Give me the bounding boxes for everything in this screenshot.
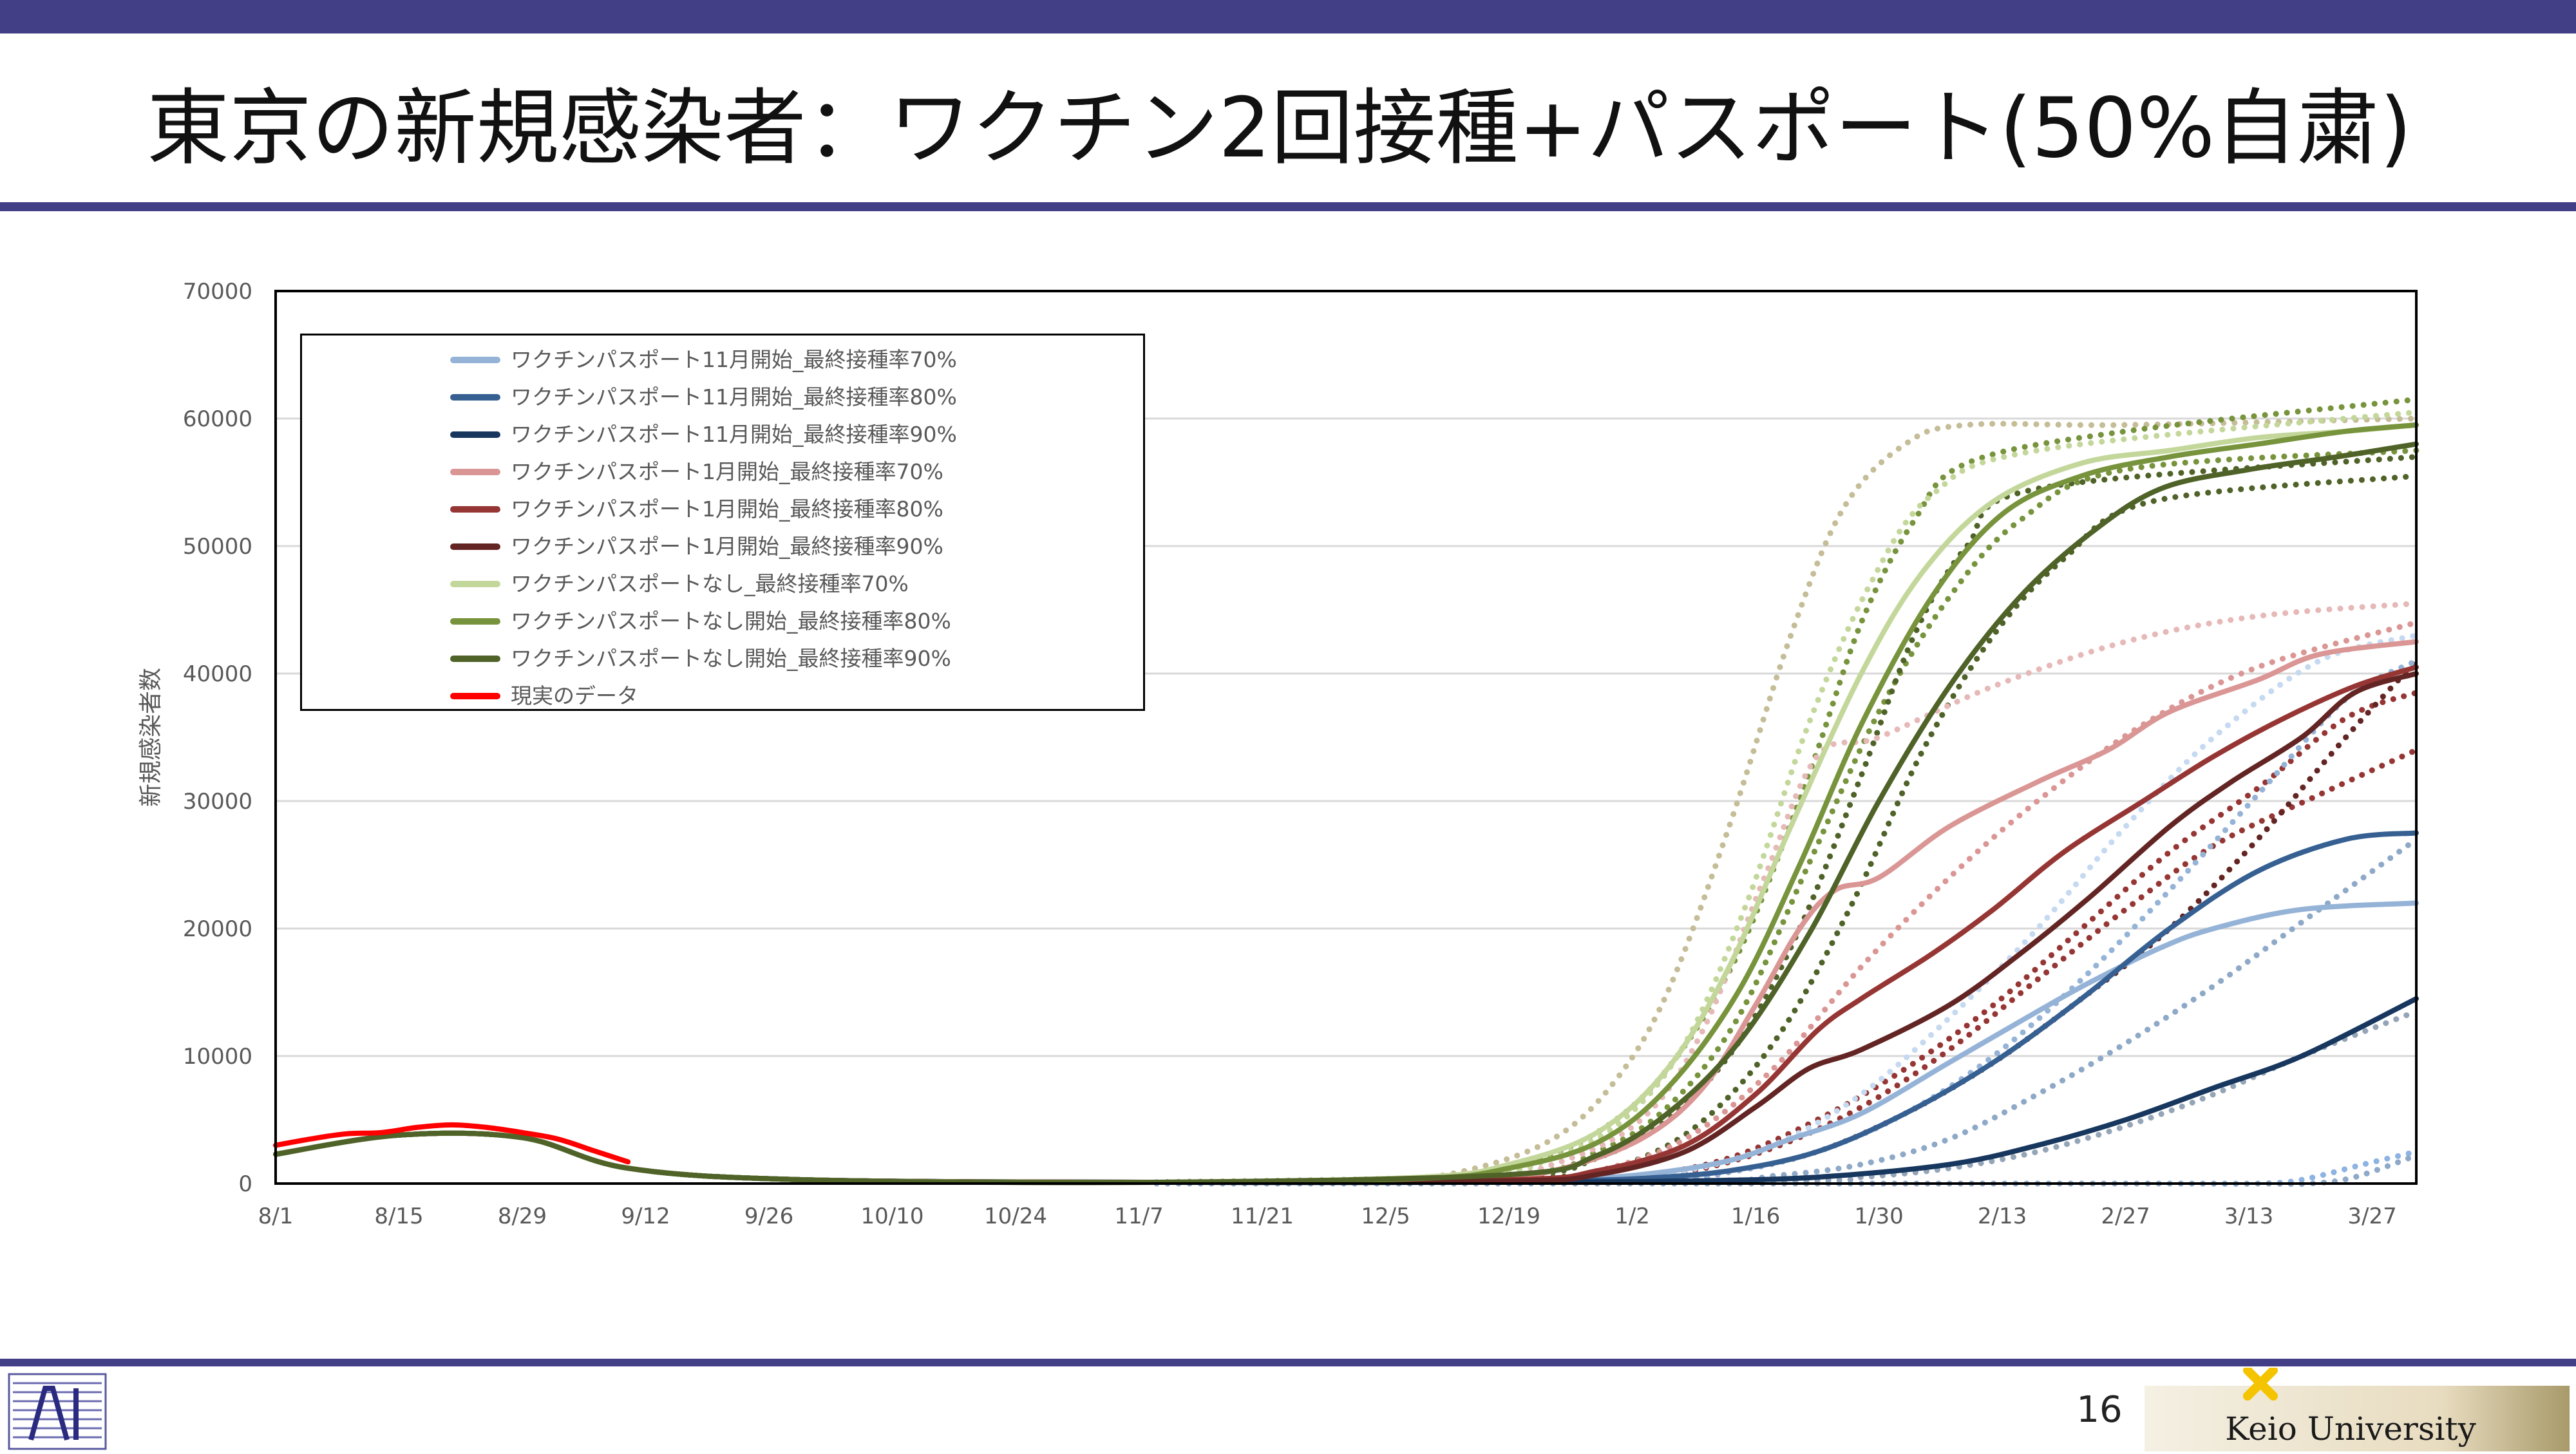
y-tick-label: 50000 — [183, 534, 252, 560]
legend-label: ワクチンパスポートなし開始_最終接種率90% — [511, 646, 951, 671]
series-line — [273, 639, 2419, 1185]
legend-label: ワクチンパスポート11月開始_最終接種率90% — [511, 422, 957, 447]
dotted-series-line — [1153, 415, 2420, 1185]
dotted-series-line — [1153, 657, 2420, 1185]
legend-swatch — [450, 656, 500, 662]
page-number: 16 — [2076, 1389, 2123, 1431]
footer-rule — [0, 1359, 2576, 1366]
dotted-series-line — [1153, 453, 2420, 1185]
legend-swatch — [450, 543, 500, 550]
y-tick-label: 0 — [238, 1171, 252, 1197]
x-tick-label: 3/13 — [2224, 1204, 2273, 1229]
legend-swatch — [450, 693, 500, 699]
series-line — [273, 665, 2419, 1185]
top-band — [0, 0, 2576, 33]
y-tick-label: 10000 — [183, 1044, 252, 1070]
legend-swatch — [450, 581, 500, 587]
ai-lab-logo — [8, 1373, 107, 1450]
legend-label: ワクチンパスポート11月開始_最終接種率80% — [511, 384, 957, 410]
x-tick-label: 12/19 — [1477, 1204, 1540, 1229]
legend-swatch — [450, 618, 500, 625]
legend-swatch — [450, 357, 500, 363]
dotted-series-line — [1153, 632, 2420, 1185]
y-axis-label: 新規感染者数 — [138, 668, 164, 807]
x-tick-label: 1/2 — [1615, 1204, 1650, 1229]
legend-label: 現実のデータ — [511, 683, 638, 708]
y-tick-label: 40000 — [183, 661, 252, 687]
series-line — [273, 441, 2419, 1185]
title-rule — [0, 202, 2576, 211]
legend-label: ワクチンパスポートなし_最終接種率70% — [511, 571, 909, 596]
series-line — [273, 900, 2419, 1185]
x-tick-label: 11/7 — [1114, 1204, 1163, 1229]
x-tick-label: 1/16 — [1731, 1204, 1780, 1229]
legend-label: ワクチンパスポート11月開始_最終接種率70% — [511, 347, 957, 372]
y-tick-label: 70000 — [183, 279, 252, 305]
x-tick-label: 11/21 — [1231, 1204, 1294, 1229]
plot-frame — [274, 290, 2418, 1185]
x-tick-label: 8/15 — [374, 1204, 423, 1229]
series-line — [273, 996, 2419, 1185]
x-tick-label: 8/1 — [258, 1204, 294, 1229]
x-tick-label: 12/5 — [1361, 1204, 1410, 1229]
dotted-series-line — [1153, 409, 2420, 1185]
legend-label: ワクチンパスポート1月開始_最終接種率70% — [511, 459, 943, 484]
dotted-series-line — [1153, 657, 2420, 1185]
y-tick-label: 20000 — [183, 916, 252, 942]
x-tick-label: 8/29 — [498, 1204, 547, 1229]
dotted-series-line — [1153, 619, 2420, 1185]
legend-label: ワクチンパスポート1月開始_最終接種率90% — [511, 534, 943, 559]
x-tick-label: 9/26 — [744, 1204, 793, 1229]
x-tick-label: 10/24 — [984, 1204, 1047, 1229]
chart-legend: ワクチンパスポート11月開始_最終接種率70% ワクチンパスポート11月開始_最終… — [300, 334, 1145, 711]
x-tick-label: 10/10 — [861, 1204, 924, 1229]
y-tick-label: 30000 — [183, 789, 252, 815]
keio-university-text: Keio University — [2225, 1410, 2476, 1448]
legend-swatch — [450, 394, 500, 401]
keio-university-logo — [2145, 1368, 2570, 1451]
series-line — [273, 1122, 631, 1165]
legend-swatch — [450, 431, 500, 438]
x-tick-label: 2/27 — [2101, 1204, 2150, 1229]
x-tick-label: 9/12 — [621, 1204, 670, 1229]
dotted-series-line — [1153, 690, 2420, 1185]
x-tick-label: 2/13 — [1978, 1204, 2027, 1229]
legend-label: ワクチンパスポートなし開始_最終接種率80% — [511, 609, 951, 634]
dotted-series-line — [1153, 1008, 2420, 1185]
legend-label: ワクチンパスポート1月開始_最終接種率80% — [511, 496, 943, 522]
y-tick-label: 60000 — [183, 406, 252, 432]
legend-swatch — [450, 469, 500, 475]
x-tick-label: 3/27 — [2347, 1204, 2396, 1229]
x-tick-label: 1/30 — [1854, 1204, 1903, 1229]
legend-swatch — [450, 506, 500, 513]
slide-title: 東京の新規感染者：ワクチン2回接種+パスポート(50%自粛) — [147, 80, 2412, 176]
